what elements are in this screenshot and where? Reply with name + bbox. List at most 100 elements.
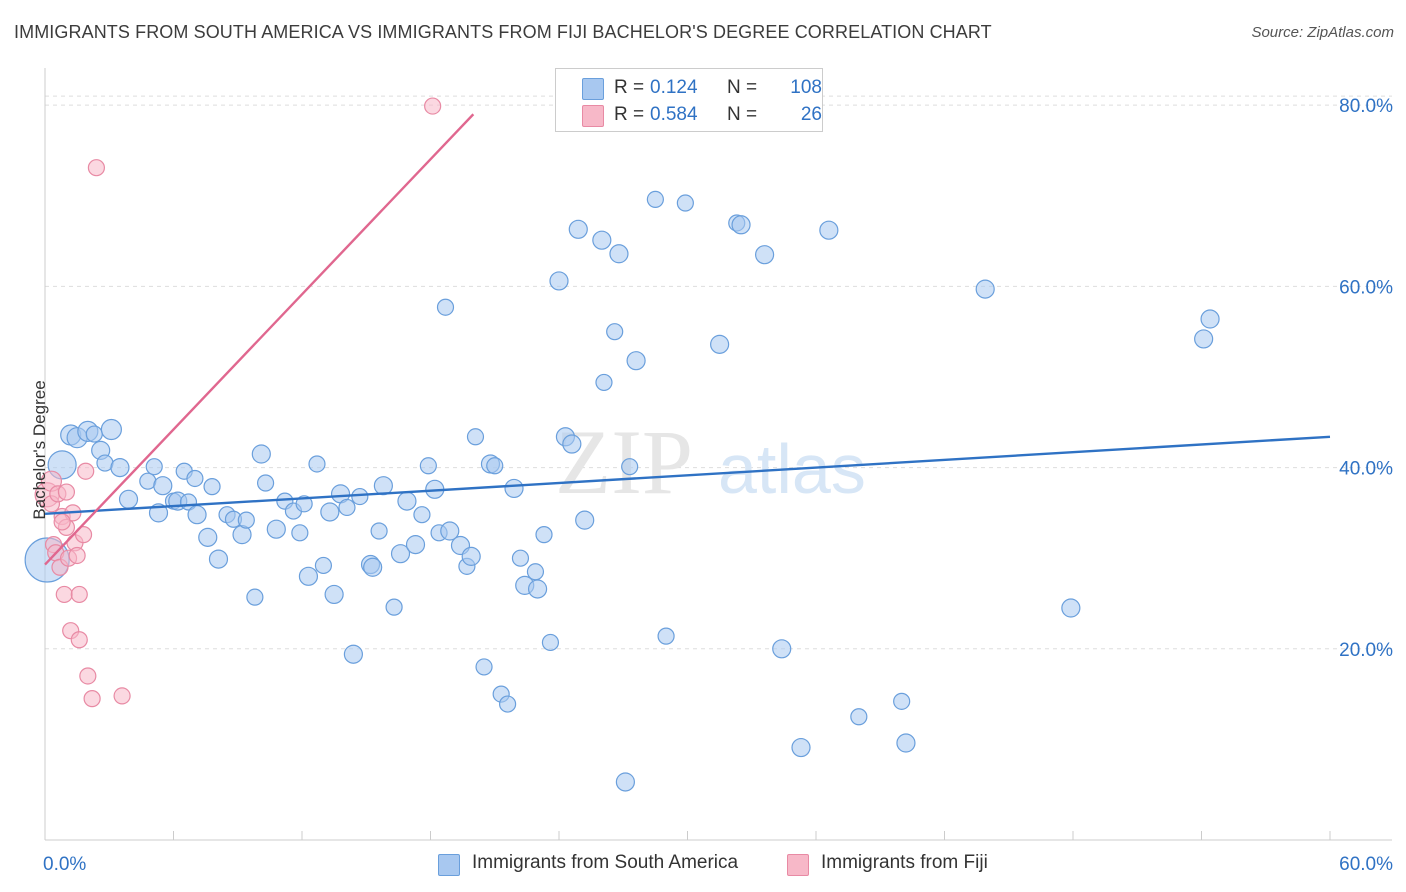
point-south-america — [621, 458, 639, 476]
point-south-america — [819, 220, 839, 240]
point-south-america — [504, 478, 524, 499]
y-axis-label: Bachelor's Degree — [30, 380, 49, 520]
point-south-america — [405, 535, 426, 555]
watermark: ZIP atlas — [555, 411, 866, 513]
point-south-america — [186, 469, 204, 488]
y-tick-labels: 20.0% 40.0% 60.0% 80.0% — [1339, 96, 1393, 661]
point-south-america — [657, 627, 675, 645]
bottom-legend-swatch-fiji — [787, 854, 809, 876]
point-south-america — [541, 633, 560, 652]
point-fiji — [77, 462, 95, 480]
point-south-america — [731, 215, 751, 235]
point-south-america — [549, 271, 569, 291]
point-south-america — [338, 498, 356, 517]
point-south-america — [198, 527, 218, 547]
point-south-america — [390, 544, 411, 564]
trend-line-south-america — [44, 435, 1331, 515]
point-south-america — [615, 772, 635, 792]
point-south-america — [568, 219, 588, 239]
point-south-america — [626, 351, 646, 371]
point-south-america — [251, 444, 271, 464]
point-south-america — [850, 708, 868, 726]
x-tick-labels: 0.0% 60.0% — [43, 854, 1393, 875]
point-south-america — [526, 563, 545, 581]
point-south-america — [308, 455, 326, 473]
point-south-america — [419, 457, 437, 475]
point-fiji — [113, 687, 131, 705]
point-south-america — [893, 692, 911, 710]
point-south-america — [314, 556, 333, 575]
point-south-america — [896, 733, 916, 753]
trend-line-fiji — [44, 113, 475, 566]
stats-legend: R = 0.124 N = 108 R = 0.584 N = 26 — [555, 68, 823, 132]
point-fiji — [55, 585, 73, 604]
legend-n-label: N = — [727, 104, 758, 125]
point-fiji — [70, 585, 88, 604]
point-south-america — [754, 245, 775, 265]
point-south-america — [413, 506, 431, 524]
point-fiji — [87, 159, 106, 177]
chart-title: IMMIGRANTS FROM SOUTH AMERICA VS IMMIGRA… — [14, 22, 992, 42]
point-south-america — [237, 511, 255, 529]
trend-lines — [44, 113, 1331, 566]
point-south-america — [298, 566, 319, 586]
point-south-america — [203, 478, 221, 496]
point-south-america — [1061, 598, 1081, 618]
point-south-america — [609, 244, 629, 264]
point-south-america — [110, 457, 130, 478]
point-fiji — [57, 483, 76, 501]
point-fiji — [68, 546, 86, 565]
point-south-america — [440, 521, 460, 541]
point-south-america — [461, 546, 481, 566]
point-fiji — [74, 526, 93, 544]
point-south-america — [295, 495, 313, 513]
legend-n-label: N = — [727, 77, 758, 98]
axes — [44, 68, 1392, 841]
data-points — [24, 97, 1220, 792]
point-south-america — [606, 323, 624, 341]
point-south-america — [499, 695, 517, 713]
source-label: Source: ZipAtlas.com — [1251, 24, 1394, 41]
point-south-america — [85, 425, 103, 443]
point-south-america — [397, 491, 417, 511]
point-south-america — [385, 598, 403, 616]
point-fiji — [424, 97, 442, 115]
y-tick-label: 60.0% — [1339, 277, 1393, 298]
point-south-america — [208, 549, 229, 569]
point-south-america — [351, 487, 369, 506]
point-south-america — [370, 522, 388, 540]
legend-r-value: 0.584 — [650, 104, 698, 125]
point-south-america — [100, 418, 122, 441]
point-south-america — [436, 298, 455, 316]
point-south-america — [475, 658, 493, 676]
point-south-america — [595, 373, 613, 392]
point-south-america — [527, 579, 548, 599]
point-south-america — [324, 584, 344, 605]
point-south-america — [535, 526, 553, 544]
point-south-america — [343, 644, 363, 664]
point-south-america — [710, 334, 730, 354]
legend-r-label: R = — [614, 104, 645, 125]
point-south-america — [772, 639, 792, 659]
y-tick-label: 20.0% — [1339, 640, 1393, 661]
point-south-america — [145, 458, 163, 476]
point-south-america — [676, 194, 694, 212]
point-south-america — [246, 588, 264, 606]
point-south-america — [320, 502, 340, 522]
point-south-america — [187, 505, 207, 525]
point-south-america — [466, 428, 485, 446]
point-south-america — [486, 457, 504, 475]
y-tick-label: 40.0% — [1339, 459, 1393, 480]
legend-n-value: 26 — [800, 104, 822, 125]
legend-swatch-fiji — [582, 105, 604, 127]
point-fiji — [70, 631, 88, 649]
point-south-america — [511, 549, 530, 567]
point-south-america — [118, 489, 139, 509]
legend-n-value: 108 — [790, 77, 822, 98]
x-tick-label: 0.0% — [43, 854, 86, 875]
grid-lines — [45, 95, 1392, 650]
point-south-america — [1194, 329, 1214, 349]
bottom-legend-label-south-america: Immigrants from South America — [472, 852, 739, 873]
legend-swatch-south-america — [582, 78, 604, 100]
